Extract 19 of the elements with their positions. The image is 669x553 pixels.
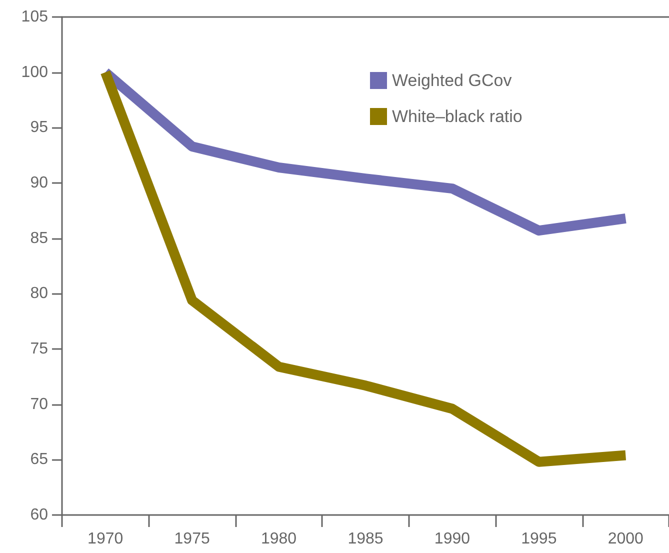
y-tick-label: 105 bbox=[21, 8, 48, 26]
x-tick-label: 1980 bbox=[260, 530, 297, 548]
y-tick-label: 65 bbox=[30, 451, 48, 468]
x-tick-label: 1985 bbox=[348, 530, 384, 548]
y-tick-label: 85 bbox=[30, 230, 48, 247]
y-tick-label: 75 bbox=[30, 340, 48, 358]
x-tick-label: 1995 bbox=[521, 530, 557, 548]
y-tick-label: 100 bbox=[21, 64, 48, 81]
y-tick-label: 70 bbox=[30, 396, 48, 413]
x-tick-label: 1970 bbox=[88, 530, 124, 548]
y-tick-label: 90 bbox=[30, 174, 48, 192]
legend-label: White–black ratio bbox=[392, 107, 522, 126]
y-tick-label: 80 bbox=[30, 285, 48, 302]
y-tick-label: 95 bbox=[30, 119, 48, 136]
y-tick-label: 60 bbox=[30, 506, 48, 524]
x-tick-label: 1990 bbox=[434, 530, 470, 548]
x-tick-label: 1975 bbox=[174, 530, 210, 548]
legend-label: Weighted GCov bbox=[392, 71, 512, 90]
x-tick-label: 2000 bbox=[608, 530, 644, 548]
